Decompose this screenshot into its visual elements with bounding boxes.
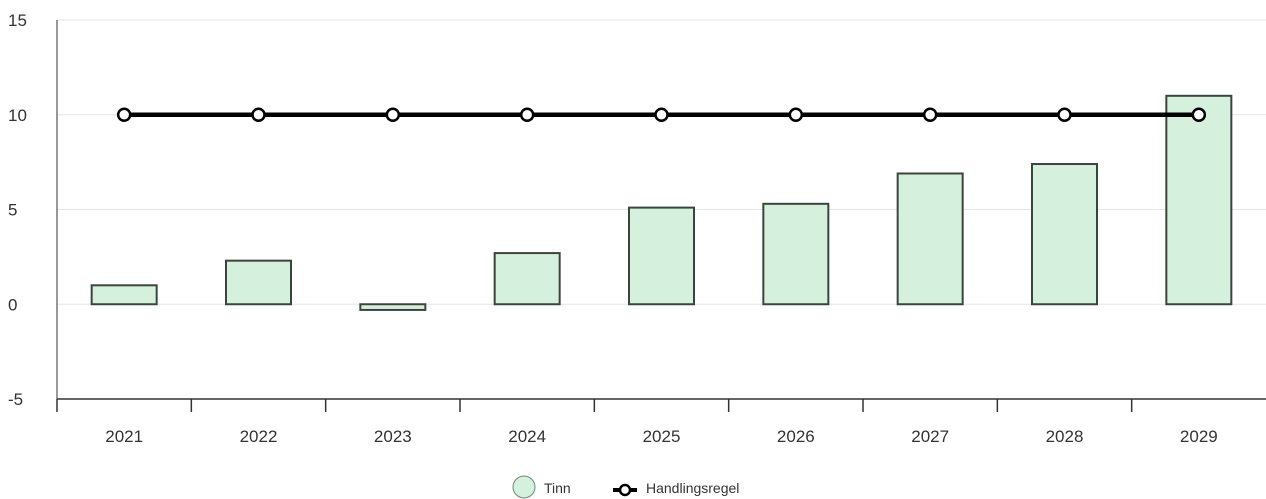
x-tick-label-2024: 2024 — [508, 427, 546, 446]
x-tick-label-2021: 2021 — [105, 427, 143, 446]
bar-2025[interactable] — [628, 206, 695, 306]
x-tick-label-2022: 2022 — [240, 427, 278, 446]
bar-2022[interactable] — [225, 259, 292, 306]
x-tick-label-2027: 2027 — [911, 427, 949, 446]
line-series — [116, 107, 1207, 122]
y-axis-ticks: -5 0 5 10 15 — [8, 11, 27, 409]
handlingsregel-point-2024[interactable] — [519, 107, 535, 122]
bar-2028[interactable] — [1031, 163, 1098, 306]
handlingsregel-point-2023[interactable] — [385, 107, 401, 122]
x-tick-label-2026: 2026 — [777, 427, 815, 446]
y-tick-label: 0 — [8, 295, 17, 314]
legend-swatch-marker — [618, 483, 632, 497]
bar-2021[interactable] — [90, 284, 158, 306]
bar-2027[interactable] — [896, 172, 964, 306]
legend-label-tinn: Tinn — [544, 480, 571, 496]
handlingsregel-point-2026[interactable] — [788, 107, 804, 122]
x-tick-label-2023: 2023 — [374, 427, 412, 446]
handlingsregel-point-2027[interactable] — [922, 107, 938, 122]
handlingsregel-point-2025[interactable] — [654, 107, 669, 122]
x-tick-label-2028: 2028 — [1046, 427, 1084, 446]
handlingsregel-point-2029[interactable] — [1191, 107, 1207, 122]
y-tick-label: 10 — [8, 106, 27, 125]
x-tick-label-2025: 2025 — [643, 427, 681, 446]
legend-label-handlingsregel: Handlingsregel — [646, 480, 739, 496]
legend-swatch-tinn — [512, 475, 536, 499]
handlingsregel-point-2028[interactable] — [1057, 107, 1072, 122]
bar-series — [90, 94, 1233, 311]
legend-item-tinn[interactable]: Tinn — [512, 475, 571, 499]
bar-2026[interactable] — [762, 202, 830, 306]
y-tick-label: -5 — [8, 390, 23, 409]
x-tick-label-2029: 2029 — [1180, 427, 1218, 446]
handlingsregel-point-2021[interactable] — [116, 107, 132, 122]
legend: Tinn Handlingsregel — [512, 475, 739, 499]
bar-2029[interactable] — [1165, 94, 1233, 306]
legend-item-handlingsregel[interactable]: Handlingsregel — [613, 480, 739, 497]
y-tick-label: 15 — [8, 11, 27, 30]
x-axis-ticks: 2021 2022 2023 2024 2025 2026 2027 2028 2029 — [56, 399, 1218, 446]
y-tick-label: 5 — [8, 201, 17, 220]
handlingsregel-point-2022[interactable] — [251, 107, 266, 122]
bar-2023[interactable] — [359, 303, 427, 311]
bar-2024[interactable] — [493, 252, 561, 306]
